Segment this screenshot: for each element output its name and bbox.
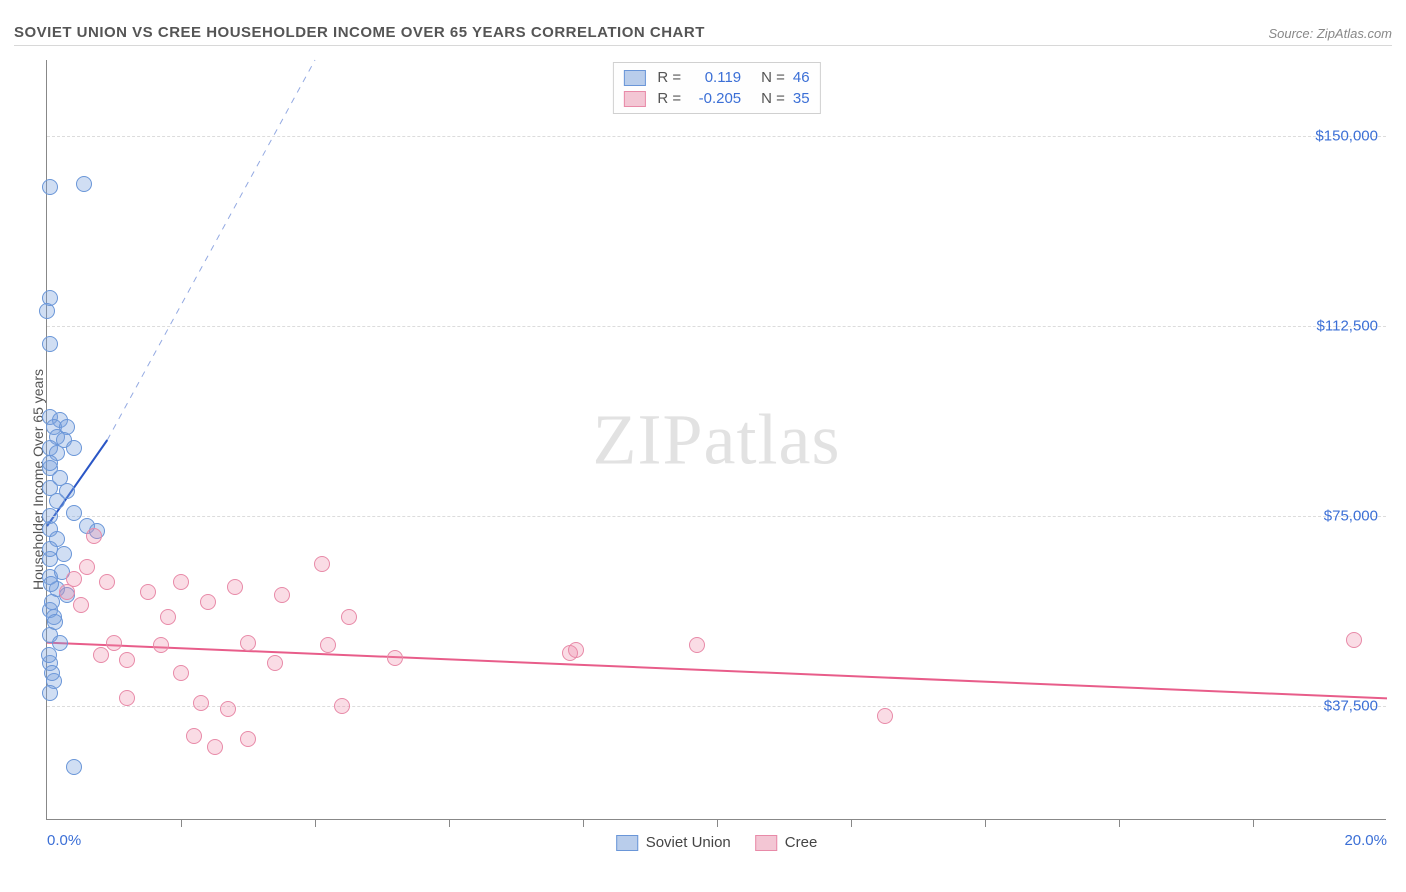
gridline [47, 706, 1386, 707]
legend-swatch-soviet [623, 70, 645, 86]
x-tick [315, 819, 316, 827]
scatter-point-soviet [66, 759, 82, 775]
scatter-point-cree [267, 655, 283, 671]
gridline [47, 516, 1386, 517]
legend-item-cree: Cree [755, 834, 818, 851]
scatter-point-cree [314, 556, 330, 572]
scatter-point-cree [160, 609, 176, 625]
x-tick [1119, 819, 1120, 827]
scatter-point-cree [240, 635, 256, 651]
y-tick-label: $112,500 [1317, 318, 1378, 335]
scatter-point-soviet [42, 336, 58, 352]
legend-label-cree: Cree [785, 834, 818, 851]
scatter-point-cree [73, 597, 89, 613]
scatter-point-cree [140, 584, 156, 600]
x-tick [985, 819, 986, 827]
scatter-point-cree [106, 635, 122, 651]
x-tick [583, 819, 584, 827]
scatter-point-cree [173, 665, 189, 681]
scatter-point-cree [99, 574, 115, 590]
scatter-point-soviet [66, 505, 82, 521]
scatter-point-cree [59, 584, 75, 600]
title-bar: SOVIET UNION VS CREE HOUSEHOLDER INCOME … [14, 18, 1392, 46]
scatter-point-soviet [66, 440, 82, 456]
legend-series: Soviet Union Cree [616, 834, 818, 851]
legend-stats: R = 0.119 N = 46 R = -0.205 N = 35 [612, 62, 820, 114]
scatter-point-cree [320, 637, 336, 653]
y-tick-label: $150,000 [1315, 128, 1378, 145]
x-tick [1253, 819, 1254, 827]
x-tick-label: 0.0% [47, 832, 81, 849]
scatter-point-cree [119, 652, 135, 668]
legend-swatch-cree [623, 91, 645, 107]
scatter-point-cree [173, 574, 189, 590]
scatter-point-cree [274, 587, 290, 603]
n-value-soviet: 46 [793, 69, 810, 86]
scatter-point-cree [119, 690, 135, 706]
scatter-point-soviet [47, 614, 63, 630]
scatter-point-soviet [42, 541, 58, 557]
scatter-point-cree [689, 637, 705, 653]
legend-label-soviet: Soviet Union [646, 834, 731, 851]
scatter-point-cree [200, 594, 216, 610]
r-value-soviet: 0.119 [689, 69, 741, 86]
scatter-point-soviet [41, 647, 57, 663]
scatter-point-cree [568, 642, 584, 658]
legend-item-soviet: Soviet Union [616, 834, 731, 851]
r-label: R = [657, 69, 681, 86]
x-tick [717, 819, 718, 827]
x-tick-label: 20.0% [1344, 832, 1387, 849]
regression-line [47, 643, 1387, 699]
scatter-point-cree [207, 739, 223, 755]
x-tick [181, 819, 182, 827]
y-tick-label: $37,500 [1324, 698, 1378, 715]
scatter-point-cree [193, 695, 209, 711]
legend-stats-row-soviet: R = 0.119 N = 46 [623, 67, 809, 88]
scatter-point-soviet [76, 176, 92, 192]
scatter-point-soviet [42, 455, 58, 471]
gridline [47, 136, 1386, 137]
source-attribution: Source: ZipAtlas.com [1268, 26, 1392, 41]
n-value-cree: 35 [793, 90, 810, 107]
regression-line-extrapolated [107, 60, 315, 440]
y-tick-label: $75,000 [1324, 508, 1378, 525]
x-tick [449, 819, 450, 827]
x-tick [851, 819, 852, 827]
scatter-point-cree [220, 701, 236, 717]
scatter-point-cree [334, 698, 350, 714]
scatter-point-soviet [49, 493, 65, 509]
scatter-point-soviet [42, 179, 58, 195]
scatter-point-soviet [39, 303, 55, 319]
scatter-point-cree [387, 650, 403, 666]
scatter-point-cree [227, 579, 243, 595]
plot-area: ZIPatlas R = 0.119 N = 46 R = -0.205 N =… [46, 60, 1386, 820]
scatter-point-cree [1346, 632, 1362, 648]
scatter-point-cree [93, 647, 109, 663]
legend-swatch-soviet-icon [616, 835, 638, 851]
scatter-point-cree [877, 708, 893, 724]
chart-container: SOVIET UNION VS CREE HOUSEHOLDER INCOME … [0, 0, 1406, 892]
n-label: N = [761, 90, 785, 107]
scatter-point-cree [186, 728, 202, 744]
scatter-point-cree [79, 559, 95, 575]
scatter-point-cree [86, 528, 102, 544]
legend-swatch-cree-icon [755, 835, 777, 851]
scatter-point-soviet [52, 635, 68, 651]
scatter-point-soviet [42, 685, 58, 701]
scatter-point-cree [341, 609, 357, 625]
chart-title: SOVIET UNION VS CREE HOUSEHOLDER INCOME … [14, 24, 705, 41]
scatter-point-soviet [43, 576, 59, 592]
scatter-point-soviet [44, 594, 60, 610]
scatter-point-cree [240, 731, 256, 747]
r-label: R = [657, 90, 681, 107]
scatter-point-soviet [44, 665, 60, 681]
legend-stats-row-cree: R = -0.205 N = 35 [623, 88, 809, 109]
gridline [47, 326, 1386, 327]
n-label: N = [761, 69, 785, 86]
scatter-point-cree [153, 637, 169, 653]
r-value-cree: -0.205 [689, 90, 741, 107]
